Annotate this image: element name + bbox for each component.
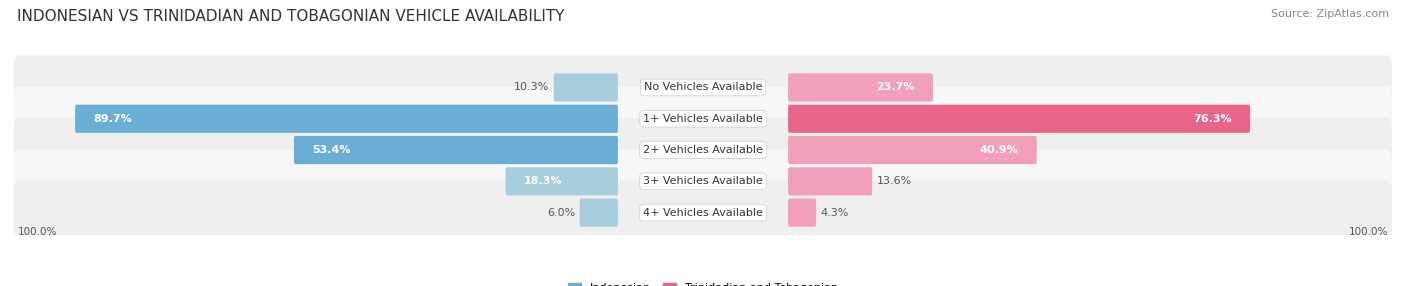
- Text: 6.0%: 6.0%: [547, 208, 575, 218]
- FancyBboxPatch shape: [579, 198, 617, 227]
- Legend: Indonesian, Trinidadian and Tobagonian: Indonesian, Trinidadian and Tobagonian: [568, 283, 838, 286]
- Text: 23.7%: 23.7%: [876, 82, 915, 92]
- Text: 100.0%: 100.0%: [1350, 227, 1389, 237]
- FancyBboxPatch shape: [789, 74, 934, 102]
- Text: 1+ Vehicles Available: 1+ Vehicles Available: [643, 114, 763, 124]
- FancyBboxPatch shape: [506, 167, 617, 195]
- Text: 4+ Vehicles Available: 4+ Vehicles Available: [643, 208, 763, 218]
- Text: 53.4%: 53.4%: [312, 145, 350, 155]
- FancyBboxPatch shape: [554, 74, 617, 102]
- FancyBboxPatch shape: [789, 136, 1036, 164]
- Text: 10.3%: 10.3%: [515, 82, 550, 92]
- Text: Source: ZipAtlas.com: Source: ZipAtlas.com: [1271, 9, 1389, 19]
- Text: 100.0%: 100.0%: [17, 227, 56, 237]
- FancyBboxPatch shape: [789, 167, 872, 195]
- FancyBboxPatch shape: [294, 136, 617, 164]
- Text: INDONESIAN VS TRINIDADIAN AND TOBAGONIAN VEHICLE AVAILABILITY: INDONESIAN VS TRINIDADIAN AND TOBAGONIAN…: [17, 9, 564, 23]
- Text: 18.3%: 18.3%: [524, 176, 562, 186]
- FancyBboxPatch shape: [14, 118, 1392, 182]
- FancyBboxPatch shape: [14, 55, 1392, 119]
- FancyBboxPatch shape: [789, 198, 815, 227]
- Text: 89.7%: 89.7%: [93, 114, 132, 124]
- FancyBboxPatch shape: [75, 105, 617, 133]
- Text: 3+ Vehicles Available: 3+ Vehicles Available: [643, 176, 763, 186]
- Text: 4.3%: 4.3%: [821, 208, 849, 218]
- Text: 76.3%: 76.3%: [1194, 114, 1232, 124]
- Text: 2+ Vehicles Available: 2+ Vehicles Available: [643, 145, 763, 155]
- FancyBboxPatch shape: [14, 149, 1392, 213]
- Text: No Vehicles Available: No Vehicles Available: [644, 82, 762, 92]
- FancyBboxPatch shape: [14, 87, 1392, 151]
- Text: 40.9%: 40.9%: [980, 145, 1018, 155]
- Text: 13.6%: 13.6%: [876, 176, 912, 186]
- FancyBboxPatch shape: [789, 105, 1250, 133]
- FancyBboxPatch shape: [14, 181, 1392, 245]
